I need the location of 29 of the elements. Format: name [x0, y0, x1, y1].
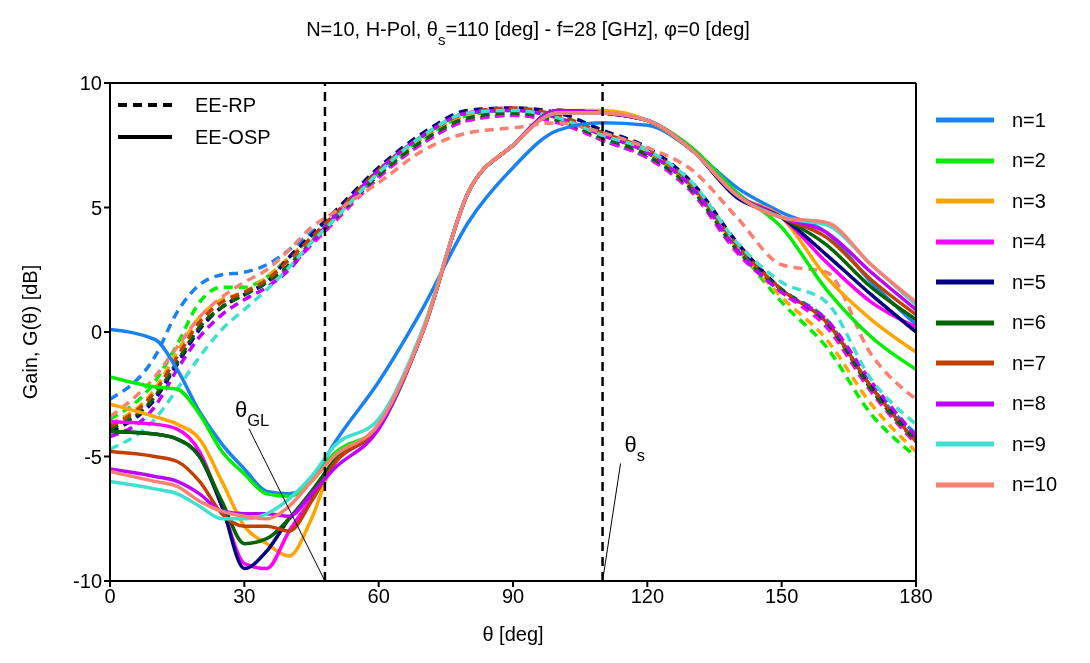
x-axis-title: θ [deg]: [482, 623, 544, 645]
x-tick-label: 90: [501, 585, 525, 608]
legend-label: n=8: [1012, 392, 1046, 416]
legend-label: n=6: [1012, 311, 1046, 335]
legend-label: n=1: [1012, 108, 1046, 132]
legend-label: n=2: [1012, 149, 1046, 173]
x-tick-label: 60: [367, 585, 390, 608]
ref-line-label: θ$_{GL}$: [234, 396, 270, 429]
legend-label: n=4: [1012, 230, 1046, 254]
y-tick-label: 5: [90, 196, 102, 219]
legend-label: n=3: [1012, 189, 1046, 213]
x-tick-label: 120: [630, 585, 665, 608]
legend-label: n=5: [1012, 270, 1046, 294]
legend-label: n=10: [1012, 473, 1058, 497]
y-tick-label: 10: [79, 72, 102, 95]
y-tick-label: -5: [84, 445, 102, 468]
x-tick-label: 30: [233, 585, 256, 608]
y-axis-title: Gain, G(θ) [dB]: [19, 264, 42, 400]
annotation: EE-OSP: [195, 126, 271, 148]
y-tick-label: -10: [73, 570, 102, 593]
chart-title: N=10, H-Pol, θ$_{s}$=110 [deg] - f=28 [GHz], φ=0 [deg]: [306, 18, 750, 48]
legend-label: n=9: [1012, 432, 1046, 456]
x-tick-label: 150: [764, 585, 799, 608]
ref-line-label: θ$_{s}$: [624, 431, 646, 464]
x-tick-label: 0: [104, 585, 116, 608]
y-tick-label: 0: [90, 321, 102, 344]
annotation: EE-RP: [195, 94, 257, 116]
x-tick-label: 180: [899, 585, 933, 608]
legend-label: n=7: [1012, 351, 1046, 375]
